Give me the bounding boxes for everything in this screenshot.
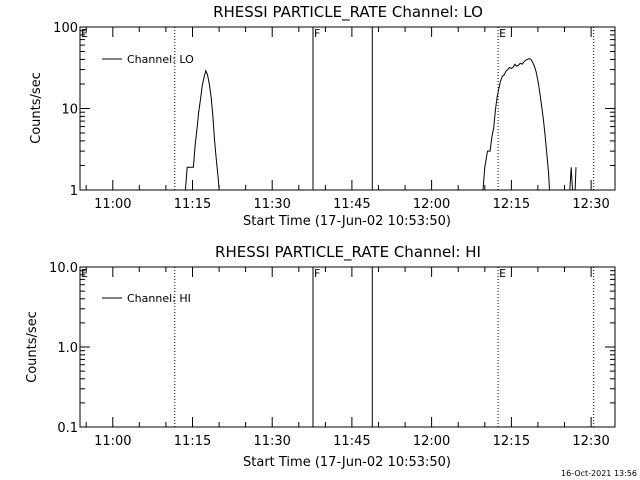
x-axis-label-hi: Start Time (17-Jun-02 10:53:50) [243,455,451,470]
y-axis-label-hi: Counts/sec [25,311,40,383]
series-line-lo-0-1 [482,58,550,191]
x-tick-label-hi-3: 11:45 [333,434,370,449]
x-tick-label-lo-1: 11:15 [174,197,211,212]
plot-frame-lo [79,26,616,191]
x-tick-label-lo-5: 12:15 [493,197,530,212]
series-lo [184,58,577,191]
x-tick-label-hi-5: 12:15 [493,434,530,449]
y-tick-label-hi-0: 0.1 [57,421,78,436]
legend-lo: Channel: LO [102,53,194,66]
event-label-hi-2: F [314,267,320,280]
x-tick-label-hi-6: 12:30 [572,434,609,449]
event-label-hi-0: E [81,267,88,280]
panel-hi: RHESSI PARTICLE_RATE Channel: HI Counts/… [25,243,616,470]
x-tick-label-hi-0: 11:00 [94,434,131,449]
y-axis-label-lo: Counts/sec [29,72,44,144]
legend-label-hi: Channel: HI [127,292,191,305]
panel-lo: RHESSI PARTICLE_RATE Channel: LO Counts/… [29,3,616,229]
event-label-lo-2: F [314,27,320,40]
event-label-lo-4: E [499,27,506,40]
series-line-lo-0-2 [569,167,577,191]
x-ticks-hi: 11:00 11:15 11:30 11:45 12:00 12:15 12:30 [85,267,610,449]
legend-label-lo: Channel: LO [127,53,194,66]
y-tick-label-hi-1: 1.0 [57,341,78,356]
x-tick-label-hi-4: 12:00 [413,434,450,449]
x-ticks-lo: 11:00 11:15 11:30 11:45 12:00 12:15 12:30 [85,27,610,212]
x-tick-label-hi-1: 11:15 [174,434,211,449]
footer-timestamp: 16-Oct-2021 13:56 [561,469,637,478]
chart-title-lo: RHESSI PARTICLE_RATE Channel: LO [213,3,483,22]
y-tick-label-hi-2: 10.0 [49,261,78,276]
x-tick-label-lo-2: 11:30 [253,197,290,212]
plot-frame-hi [79,266,616,428]
chart-title-hi: RHESSI PARTICLE_RATE Channel: HI [215,243,481,262]
x-axis-label-lo: Start Time (17-Jun-02 10:53:50) [243,214,451,229]
y-tick-label-lo-1: 10 [61,103,78,118]
y-ticks-lo: 1 10 100 [53,21,615,199]
y-tick-label-lo-2: 100 [53,21,78,36]
event-label-lo-0: E [81,27,88,40]
x-tick-label-lo-6: 12:30 [572,197,609,212]
x-tick-label-lo-4: 12:00 [413,197,450,212]
event-label-hi-4: E [499,267,506,280]
y-ticks-hi: 0.1 1.0 10.0 [49,261,615,436]
x-tick-label-hi-2: 11:30 [253,434,290,449]
y-tick-label-lo-0: 1 [70,184,78,199]
x-tick-label-lo-3: 11:45 [333,197,370,212]
series-line-lo-0-0 [184,69,220,191]
legend-hi: Channel: HI [102,292,191,305]
x-tick-label-lo-0: 11:00 [94,197,131,212]
